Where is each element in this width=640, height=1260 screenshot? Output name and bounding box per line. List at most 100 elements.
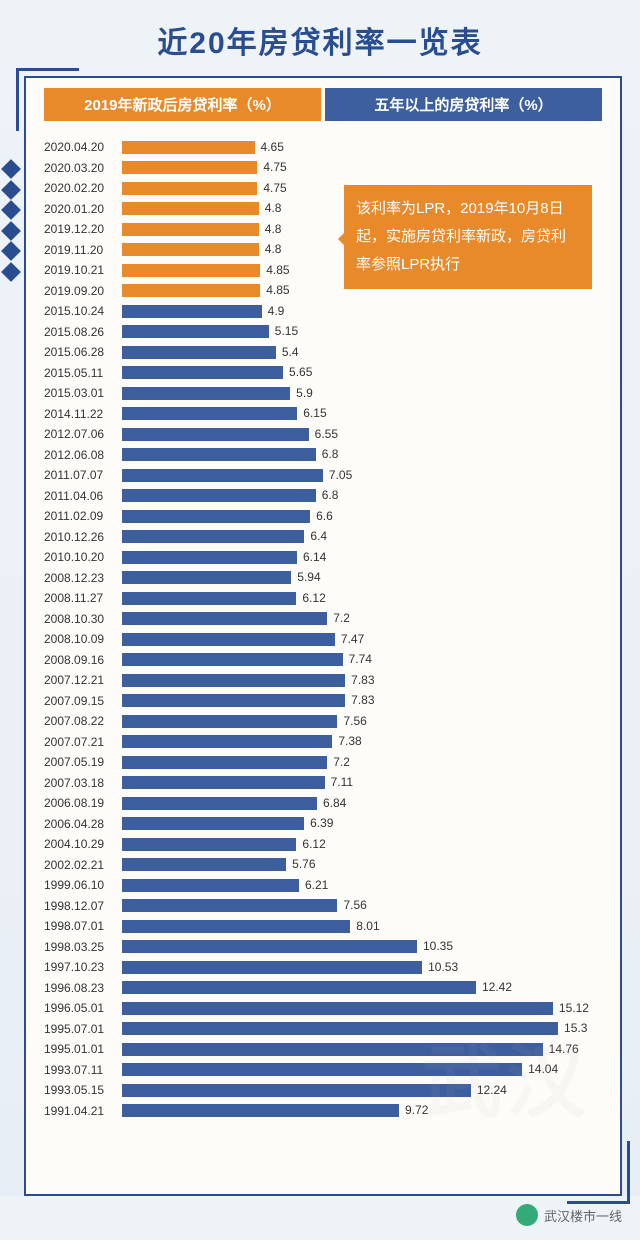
bar-date-label: 2007.05.19 (44, 755, 122, 769)
chart-frame: 2019年新政后房贷利率（%）五年以上的房贷利率（%） 该利率为LPR，2019… (24, 76, 622, 1196)
bar-row: 2008.09.16 7.74 (44, 650, 602, 671)
bar-value-label: 10.35 (423, 939, 453, 953)
bar-row: 2019.09.204.85 (44, 281, 602, 302)
bar-track: 4.85 (122, 264, 602, 277)
bar-fill (122, 1104, 399, 1117)
bar-row: 2007.12.21 7.83 (44, 670, 602, 691)
bar-value-label: 12.24 (477, 1083, 507, 1097)
bar-fill (122, 407, 297, 420)
bar-value-label: 5.15 (275, 324, 298, 338)
legend: 2019年新政后房贷利率（%）五年以上的房贷利率（%） (34, 88, 612, 121)
bar-chart: 该利率为LPR，2019年10月8日起，实施房贷利率新政，房贷利率参照LPR执行… (34, 133, 612, 1121)
bar-fill (122, 284, 260, 297)
bar-row: 2014.11.226.15 (44, 404, 602, 425)
bar-value-label: 7.05 (329, 468, 352, 482)
bar-value-label: 14.76 (549, 1042, 579, 1056)
bar-fill (122, 530, 304, 543)
bar-date-label: 2007.03.18 (44, 776, 122, 790)
bar-date-label: 2020.04.20 (44, 140, 122, 154)
bar-row: 2007.03.18 7.11 (44, 773, 602, 794)
bar-date-label: 2008.12.23 (44, 571, 122, 585)
bar-value-label: 12.42 (482, 980, 512, 994)
bar-track: 4.8 (122, 202, 602, 215)
bar-fill (122, 305, 262, 318)
bar-fill (122, 879, 299, 892)
bar-fill (122, 182, 257, 195)
bar-value-label: 5.76 (292, 857, 315, 871)
bar-track: 6.6 (122, 510, 602, 523)
bar-row: 2012.07.066.55 (44, 424, 602, 445)
bar-date-label: 2007.09.15 (44, 694, 122, 708)
bar-date-label: 2011.07.07 (44, 468, 122, 482)
bar-date-label: 1995.01.01 (44, 1042, 122, 1056)
bar-row: 2015.10.244.9 (44, 301, 602, 322)
bar-row: 2006.08.196.84 (44, 793, 602, 814)
bar-value-label: 7.11 (331, 775, 353, 789)
bar-date-label: 2007.08.22 (44, 714, 122, 728)
bar-track: 4.85 (122, 284, 602, 297)
bar-row: 2004.10.296.12 (44, 834, 602, 855)
bar-date-label: 1998.07.01 (44, 919, 122, 933)
bar-fill (122, 243, 259, 256)
bar-track: 15.12 (122, 1002, 602, 1015)
bar-value-label: 6.21 (305, 878, 328, 892)
bar-date-label: 2011.04.06 (44, 489, 122, 503)
bar-row: 2019.11.204.8 (44, 240, 602, 261)
bar-value-label: 5.94 (297, 570, 320, 584)
bar-date-label: 2019.12.20 (44, 222, 122, 236)
bar-track: 4.8 (122, 223, 602, 236)
bar-value-label: 7.2 (333, 755, 350, 769)
legend-new-policy: 2019年新政后房贷利率（%） (44, 88, 321, 121)
bar-date-label: 1995.07.01 (44, 1022, 122, 1036)
bar-value-label: 7.47 (341, 632, 364, 646)
bar-fill (122, 510, 310, 523)
bar-row: 2006.04.286.39 (44, 814, 602, 835)
bar-track: 15.3 (122, 1022, 602, 1035)
bar-row: 2007.05.19 7.2 (44, 752, 602, 773)
bar-row: 1997.10.2310.53 (44, 957, 602, 978)
bar-track: 6.84 (122, 797, 602, 810)
bar-row: 1998.03.2510.35 (44, 937, 602, 958)
bar-value-label: 4.8 (265, 222, 282, 236)
bar-row: 2011.07.07 7.05 (44, 465, 602, 486)
bar-fill (122, 469, 323, 482)
bar-fill (122, 202, 259, 215)
bar-fill (122, 920, 350, 933)
bar-track: 5.94 (122, 571, 602, 584)
bar-value-label: 4.75 (263, 181, 286, 195)
bar-row: 2015.08.265.15 (44, 322, 602, 343)
bar-fill (122, 428, 309, 441)
bar-value-label: 7.56 (343, 714, 366, 728)
bar-fill (122, 489, 316, 502)
bar-fill (122, 141, 255, 154)
bar-track: 14.04 (122, 1063, 602, 1076)
bar-date-label: 2008.10.30 (44, 612, 122, 626)
bar-date-label: 2007.12.21 (44, 673, 122, 687)
bar-fill (122, 264, 260, 277)
bar-date-label: 2019.09.20 (44, 284, 122, 298)
bar-track: 6.15 (122, 407, 602, 420)
bar-fill (122, 1022, 558, 1035)
bar-value-label: 4.9 (268, 304, 285, 318)
bar-fill (122, 1063, 522, 1076)
bar-value-label: 7.74 (349, 652, 372, 666)
bar-row: 2019.12.20 4.8 (44, 219, 602, 240)
bar-track: 5.76 (122, 858, 602, 871)
bar-track: 4.8 (122, 243, 602, 256)
bar-track: 7.74 (122, 653, 602, 666)
bar-date-label: 1991.04.21 (44, 1104, 122, 1118)
bar-date-label: 2015.03.01 (44, 386, 122, 400)
bar-value-label: 6.15 (303, 406, 326, 420)
bar-value-label: 6.6 (316, 509, 333, 523)
bar-row: 2010.12.266.4 (44, 527, 602, 548)
bar-fill (122, 797, 317, 810)
bar-track: 4.9 (122, 305, 602, 318)
bar-date-label: 2004.10.29 (44, 837, 122, 851)
bar-date-label: 1993.07.11 (44, 1063, 122, 1077)
bar-fill (122, 776, 325, 789)
bar-value-label: 7.83 (351, 673, 374, 687)
bar-row: 1991.04.219.72 (44, 1101, 602, 1122)
bar-date-label: 2008.09.16 (44, 653, 122, 667)
page-title: 近20年房贷利率一览表 (0, 18, 640, 62)
bar-track: 5.4 (122, 346, 602, 359)
